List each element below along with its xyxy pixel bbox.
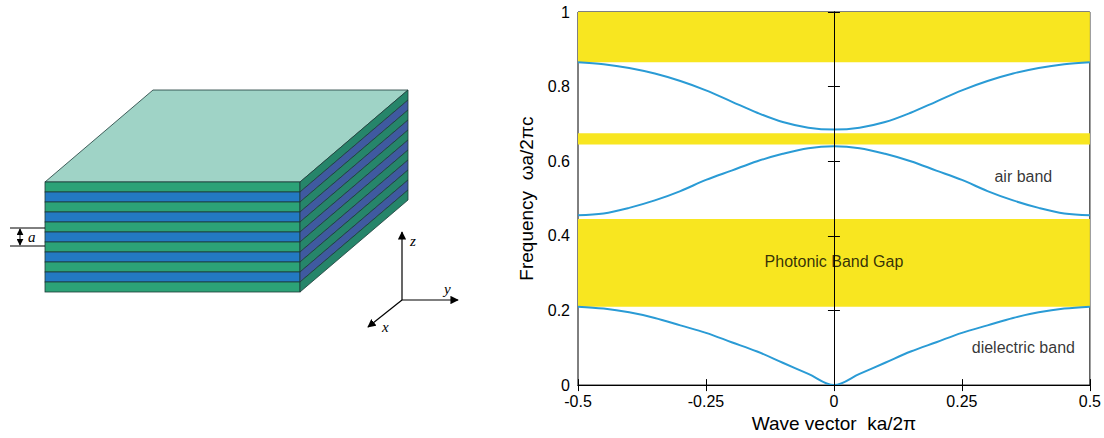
svg-text:Photonic Band Gap: Photonic Band Gap — [765, 253, 904, 270]
svg-text:dielectric band: dielectric band — [972, 339, 1075, 356]
svg-text:x: x — [381, 319, 389, 335]
svg-text:0.4: 0.4 — [548, 227, 570, 244]
svg-text:y: y — [442, 281, 451, 297]
svg-text:0.8: 0.8 — [548, 78, 570, 95]
svg-text:0.5: 0.5 — [1079, 393, 1101, 410]
svg-text:Frequency ωa/2πc: Frequency ωa/2πc — [516, 116, 537, 280]
svg-text:0.6: 0.6 — [548, 153, 570, 170]
svg-text:-0.5: -0.5 — [564, 393, 592, 410]
svg-text:a: a — [28, 229, 36, 245]
svg-text:0: 0 — [561, 377, 570, 394]
svg-text:1: 1 — [561, 4, 570, 21]
svg-text:0.2: 0.2 — [548, 302, 570, 319]
svg-text:0: 0 — [829, 393, 838, 410]
svg-text:z: z — [409, 233, 416, 249]
svg-text:Wave vector ka/2π: Wave vector ka/2π — [752, 413, 916, 434]
svg-text:0.25: 0.25 — [946, 393, 977, 410]
svg-text:air band: air band — [994, 168, 1052, 185]
svg-text:-0.25: -0.25 — [688, 393, 725, 410]
